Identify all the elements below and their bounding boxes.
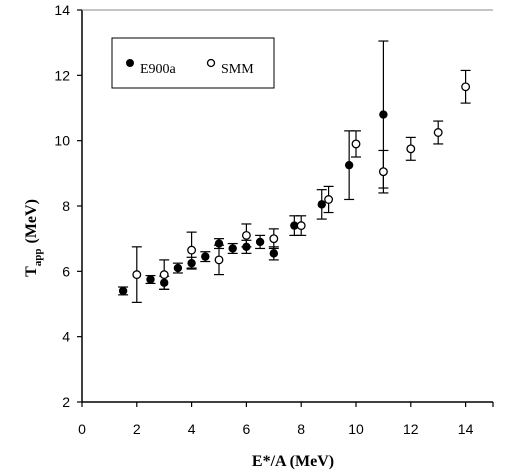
y-tick-label-4: 10 — [54, 133, 70, 149]
legend-label-smm: SMM — [221, 62, 254, 77]
x-tick-label-7: 14 — [458, 421, 474, 437]
y-tick-label-6: 14 — [54, 2, 70, 18]
point-1-4 — [241, 230, 251, 240]
y-tick-label-1: 4 — [62, 329, 70, 345]
point-1-8 — [351, 139, 361, 149]
point-1-3 — [214, 255, 224, 265]
y-axis-title-subscript: app — [32, 249, 44, 267]
point-0-10 — [269, 249, 278, 258]
point-1-10 — [406, 144, 416, 154]
x-tick-label-6: 12 — [403, 421, 419, 437]
point-0-12 — [317, 200, 326, 209]
point-0-13 — [344, 160, 354, 170]
point-1-5 — [269, 234, 279, 244]
point-0-1 — [146, 275, 155, 284]
y-axis-title: Tapp (MeV) — [23, 199, 44, 277]
point-0-9 — [255, 237, 265, 247]
legend-marker-e900a — [126, 59, 134, 67]
point-1-11 — [433, 128, 443, 137]
series-1 — [131, 69, 471, 303]
legend-marker-smm — [206, 58, 216, 68]
y-tick-label-2: 6 — [62, 263, 70, 279]
point-0-7 — [228, 244, 237, 253]
point-1-9 — [378, 167, 388, 177]
legend: E900a SMM — [111, 37, 275, 89]
legend-label-e900a: E900a — [140, 62, 177, 77]
point-1-7 — [324, 195, 334, 204]
point-1-12 — [461, 82, 471, 92]
x-tick-label-5: 10 — [348, 421, 364, 437]
y-axis-title-main: T — [23, 266, 40, 277]
point-0-5 — [201, 252, 210, 261]
y-tick-label-3: 8 — [62, 198, 70, 214]
point-1-2 — [187, 245, 197, 255]
x-tick-label-0: 0 — [78, 421, 86, 437]
x-tick-label-3: 6 — [243, 421, 251, 437]
point-1-6 — [296, 221, 306, 231]
x-tick-label-4: 8 — [297, 421, 305, 437]
x-tick-label-2: 4 — [188, 421, 196, 437]
series-layer — [118, 40, 471, 303]
legend-box — [111, 37, 275, 89]
x-axis-title: E*/A (MeV) — [252, 453, 334, 470]
y-axis-title-unit: (MeV) — [23, 199, 40, 243]
point-1-0 — [132, 270, 142, 280]
point-1-1 — [159, 270, 169, 280]
point-0-14 — [379, 110, 388, 119]
point-0-0 — [118, 286, 128, 296]
point-0-11 — [290, 221, 299, 230]
point-0-3 — [173, 263, 183, 273]
x-tick-label-1: 2 — [133, 421, 141, 437]
y-tick-label-0: 2 — [62, 394, 70, 410]
y-tick-label-5: 12 — [54, 67, 70, 83]
